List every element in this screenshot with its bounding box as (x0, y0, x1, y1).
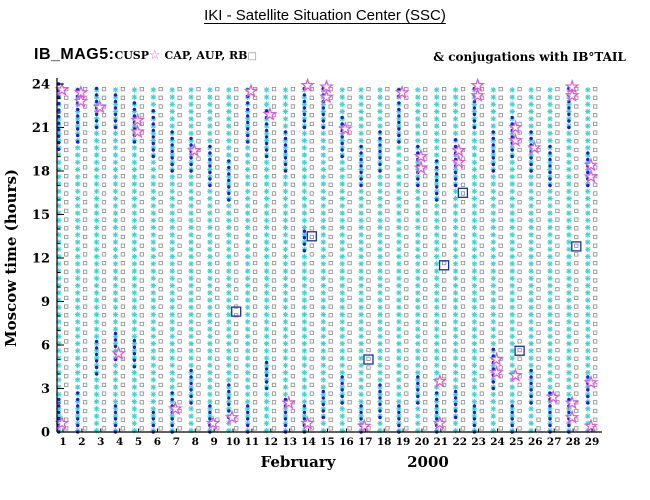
y-tick-label: 24 (32, 78, 50, 93)
x-tick-label: 11 (245, 436, 260, 448)
legend: IB_MAG5:CUSP☆ CAP, AUP, RB□ (34, 44, 257, 64)
x-tick-label: 3 (97, 436, 104, 448)
day-column-15 (320, 86, 333, 434)
day-column-28 (565, 86, 579, 434)
day-column-4 (112, 86, 125, 434)
x-tick-label: 22 (452, 436, 467, 448)
day-column-9 (206, 86, 220, 434)
x-tick-label: 7 (173, 436, 180, 448)
day-column-19 (395, 86, 409, 434)
day-column-2 (74, 86, 88, 434)
x-tick-label: 10 (226, 436, 241, 448)
day-column-21 (433, 86, 447, 434)
day-column-13 (282, 86, 296, 434)
day-column-18 (376, 86, 390, 434)
x-tick-label: 26 (528, 436, 543, 448)
x-tick-label: 24 (490, 436, 505, 448)
x-tick-label: 19 (396, 436, 411, 448)
y-tick-label: 6 (41, 339, 50, 354)
day-column-26 (527, 86, 541, 434)
day-column-11 (244, 86, 258, 434)
magenta-star-icon: ☆ (149, 48, 161, 63)
y-tick-label: 9 (41, 295, 50, 310)
page-title: IKI - Satellite Situation Center (SSC) (0, 7, 650, 24)
y-tick-label: 12 (32, 252, 50, 267)
x-tick-label: 23 (471, 436, 486, 448)
x-tick-label: 18 (377, 436, 392, 448)
legend-item-cap: CAP (164, 49, 189, 62)
x-tick-label: 25 (509, 436, 524, 448)
conjugation-note: & conjugations with IB°TAIL (433, 50, 626, 64)
x-tick-label: 17 (358, 436, 373, 448)
legend-items: CUSP☆ CAP, AUP, RB□ (114, 48, 257, 63)
dataset-label: IB_MAG5: (34, 46, 115, 63)
open-square-icon: □ (247, 51, 257, 62)
x-axis-title-month: February (260, 453, 336, 471)
x-tick-label: 12 (264, 436, 279, 448)
page-title-text: IKI - Satellite Situation Center (SSC) (204, 7, 446, 24)
x-tick-label: 8 (192, 436, 199, 448)
day-column-5 (131, 86, 144, 434)
x-axis-title-year: 2000 (407, 453, 449, 471)
x-tick-label: 15 (320, 436, 335, 448)
day-column-3 (93, 86, 107, 434)
day-column-8 (187, 86, 201, 434)
day-column-10 (225, 86, 239, 434)
day-column-22 (452, 86, 466, 434)
y-tick-label: 0 (41, 426, 50, 441)
x-tick-label: 13 (282, 436, 297, 448)
x-tick-label: 14 (301, 436, 316, 448)
day-column-12 (263, 86, 277, 434)
y-tick-label: 18 (32, 165, 50, 180)
y-axis-title: Moscow time (hours) (2, 169, 20, 347)
legend-item-rb: RB (229, 49, 248, 62)
x-tick-label: 1 (59, 436, 66, 448)
day-column-7 (169, 86, 182, 434)
x-tick-label: 4 (116, 436, 123, 448)
legend-item-aup: AUP (196, 49, 222, 62)
y-tick-label: 21 (32, 121, 50, 136)
x-tick-label: 2 (78, 436, 85, 448)
axis-titles: Moscow time (hours) February 2000 (2, 169, 449, 471)
conjugation-squares-layer (231, 187, 582, 365)
y-axis: 0 3 6 9 12 15 18 21 24 (32, 78, 64, 441)
y-tick-label: 3 (41, 382, 50, 397)
day-column-6 (150, 86, 163, 434)
day-column-23 (471, 86, 484, 434)
x-tick-label: 6 (154, 436, 161, 448)
y-tick-label: 15 (32, 208, 50, 223)
x-tick-label: 21 (434, 436, 449, 448)
day-column-25 (509, 86, 522, 434)
x-tick-label: 27 (547, 436, 562, 448)
x-tick-label: 28 (566, 436, 581, 448)
x-tick-label: 5 (135, 436, 142, 448)
day-column-17 (357, 86, 371, 434)
day-column-27 (546, 86, 560, 434)
x-axis: 1 2 3 4 5 6 7 8 9 10 11 12 13 14 15 16 17 18 19 20 21 22 23 24 2… (57, 428, 602, 448)
x-tick-label: 20 (415, 436, 430, 448)
day-column-20 (414, 86, 428, 434)
day-column-1 (55, 86, 69, 434)
day-column-16 (339, 86, 352, 434)
day-column-14 (301, 86, 314, 434)
cusp-stars-layer (54, 77, 599, 433)
x-tick-label: 9 (210, 436, 217, 448)
x-tick-label: 16 (339, 436, 354, 448)
x-tick-label: 29 (585, 436, 600, 448)
legend-item-cusp: CUSP (114, 49, 150, 62)
